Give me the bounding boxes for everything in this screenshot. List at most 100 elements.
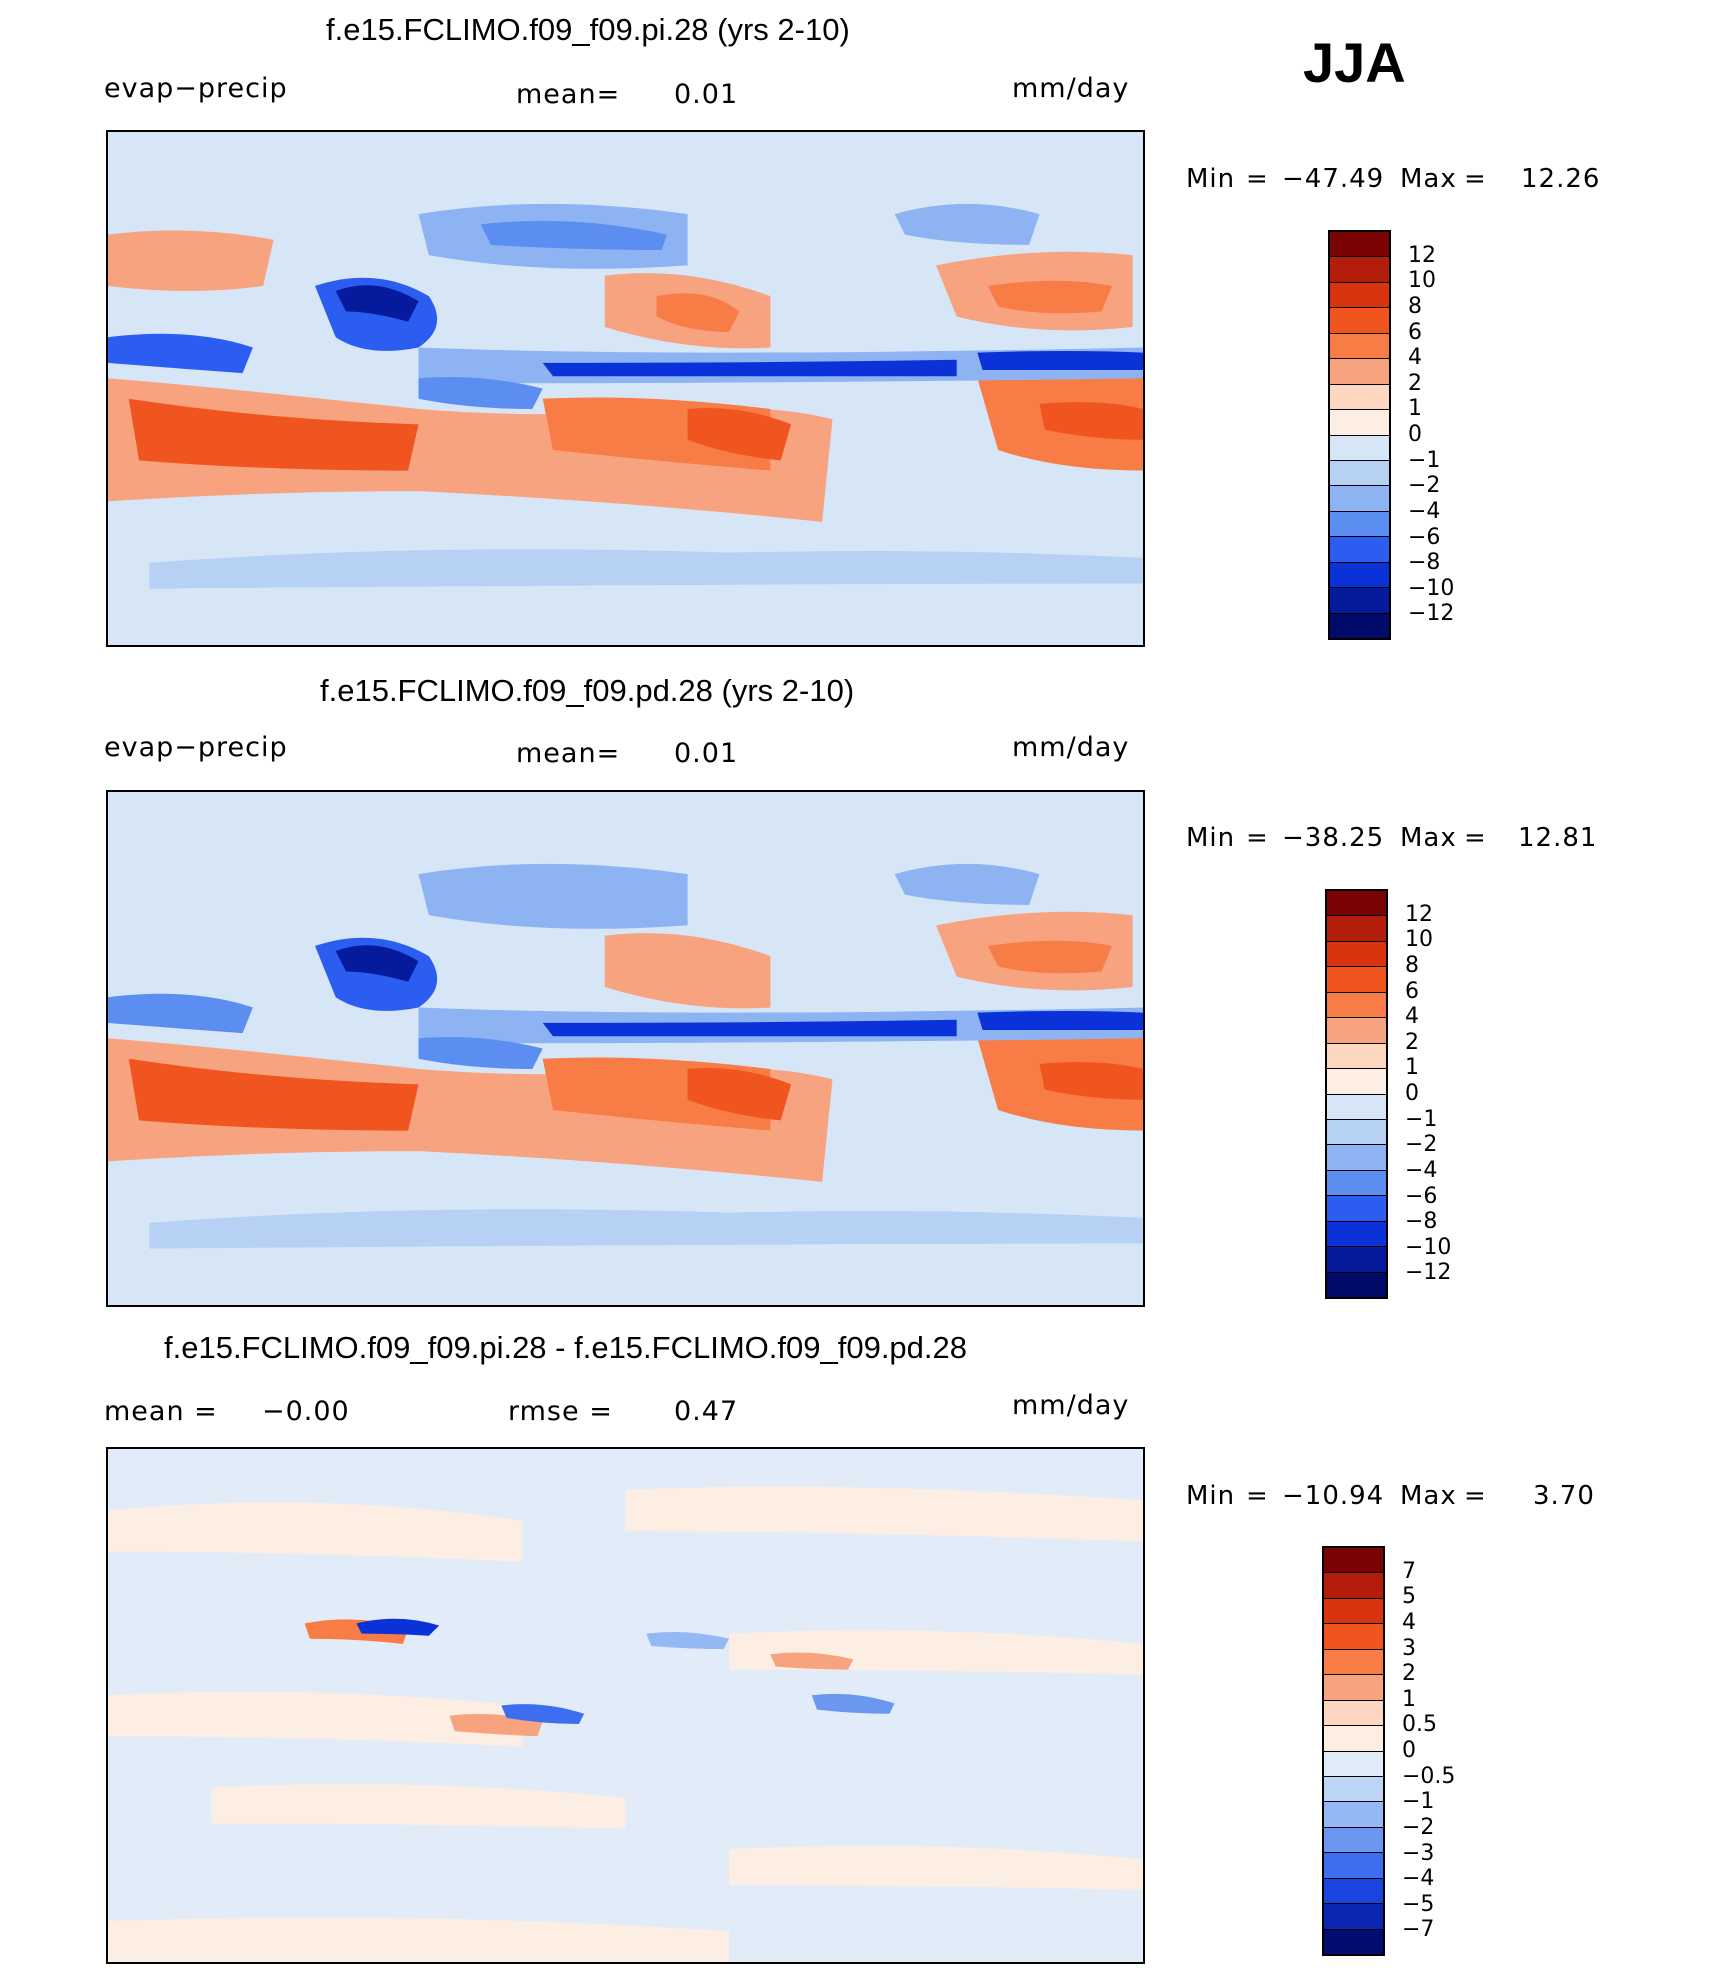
colorbar-segment: [1327, 1119, 1386, 1146]
panel-1-max-label: Max: [1400, 164, 1457, 194]
colorbar-segment: [1327, 1018, 1386, 1044]
colorbar-level-label: −6: [1408, 524, 1441, 550]
panel-1-min-eq: =: [1246, 164, 1269, 194]
panel-2-min-label: Min: [1186, 823, 1236, 853]
colorbar-segment: [1330, 410, 1389, 436]
colorbar-segment: [1324, 1929, 1383, 1954]
colorbar-segment: [1327, 1094, 1386, 1120]
colorbar-level-label: 1: [1408, 396, 1422, 422]
colorbar-segment: [1327, 1043, 1386, 1070]
panel-2-max-value: 12.81: [1518, 823, 1598, 853]
colorbar-level-label: 6: [1405, 978, 1419, 1004]
colorbar-segment: [1330, 486, 1389, 512]
panel-3-max-label: Max: [1400, 1481, 1457, 1511]
colorbar-level-label: 1: [1405, 1055, 1419, 1081]
panel-1-min-label: Min: [1186, 164, 1236, 194]
colorbar-level-label: −4: [1405, 1157, 1438, 1183]
colorbar-segment: [1327, 992, 1386, 1019]
panel-2-units: mm/day: [1012, 732, 1130, 763]
colorbar-segment: [1330, 613, 1389, 638]
colorbar-level-label: 4: [1408, 345, 1422, 371]
colorbar-segment: [1327, 941, 1386, 968]
colorbar-level-label: −1: [1405, 1106, 1438, 1132]
colorbar-segment: [1327, 1272, 1386, 1297]
panel-3-contours: [108, 1449, 1143, 1962]
colorbar-level-label: −4: [1408, 498, 1441, 524]
colorbar-segment: [1330, 511, 1389, 538]
colorbar-segment: [1324, 1675, 1383, 1701]
colorbar-segment: [1324, 1827, 1383, 1854]
colorbar-segment: [1330, 537, 1389, 563]
panel-2-map: [106, 790, 1145, 1307]
colorbar-level-label: 8: [1408, 293, 1422, 319]
panel-1-mean-label: mean=: [516, 79, 621, 110]
colorbar-segment: [1324, 1904, 1383, 1930]
colorbar-level-label: 4: [1402, 1609, 1416, 1635]
colorbar-level-label: −12: [1408, 601, 1455, 627]
colorbar-level-label: −10: [1408, 575, 1455, 601]
colorbar-segment: [1327, 1196, 1386, 1222]
panel-1-min-value: −47.49: [1282, 164, 1385, 194]
colorbar-level-label: −8: [1405, 1209, 1438, 1235]
colorbar-level-label: 0: [1405, 1081, 1419, 1106]
colorbar-segment: [1327, 916, 1386, 942]
colorbar-level-label: 7: [1402, 1558, 1416, 1584]
colorbar-segment: [1327, 1170, 1386, 1197]
panel-1-colorbar: [1328, 230, 1391, 640]
panel-2-contours: [108, 792, 1143, 1305]
panel-1-units: mm/day: [1012, 73, 1130, 104]
colorbar-level-label: −0.5: [1402, 1763, 1456, 1789]
panel-2-max-label: Max: [1400, 823, 1457, 853]
colorbar-level-label: −10: [1405, 1234, 1452, 1260]
colorbar-segment: [1330, 232, 1389, 258]
panel-3-rmse-label: rmse =: [508, 1396, 613, 1427]
panel-3-max-eq: =: [1464, 1481, 1487, 1511]
colorbar-level-label: 0: [1402, 1738, 1416, 1763]
panel-3-map: [106, 1447, 1145, 1964]
colorbar-level-label: 10: [1408, 268, 1436, 294]
colorbar-level-label: −6: [1405, 1183, 1438, 1209]
panel-1-title: f.e15.FCLIMO.f09_f09.pi.28 (yrs 2-10): [326, 12, 850, 47]
colorbar-segment: [1324, 1573, 1383, 1599]
colorbar-segment: [1330, 435, 1389, 461]
season-label: JJA: [1303, 31, 1406, 94]
colorbar-segment: [1327, 967, 1386, 993]
colorbar-level-label: −12: [1405, 1260, 1452, 1286]
colorbar-level-label: 12: [1408, 242, 1436, 268]
colorbar-level-label: 0: [1408, 422, 1422, 447]
panel-1-variable: evap−precip: [104, 73, 288, 104]
colorbar-segment: [1330, 384, 1389, 411]
colorbar-segment: [1324, 1776, 1383, 1803]
panel-3-min-value: −10.94: [1282, 1481, 1385, 1511]
colorbar-level-label: 2: [1408, 370, 1422, 396]
colorbar-level-label: −2: [1402, 1814, 1435, 1840]
colorbar-level-label: −2: [1405, 1132, 1438, 1158]
panel-2-max-eq: =: [1464, 823, 1487, 853]
panel-2-min-value: −38.25: [1282, 823, 1385, 853]
colorbar-segment: [1330, 460, 1389, 487]
colorbar-level-label: 3: [1402, 1635, 1416, 1661]
colorbar-level-label: −1: [1402, 1789, 1435, 1815]
panel-2-title: f.e15.FCLIMO.f09_f09.pd.28 (yrs 2-10): [320, 673, 855, 708]
colorbar-level-label: 6: [1408, 319, 1422, 345]
colorbar-segment: [1330, 562, 1389, 589]
colorbar-level-label: 5: [1402, 1584, 1416, 1610]
colorbar-segment: [1324, 1548, 1383, 1574]
panel-2-colorbar: [1325, 889, 1388, 1299]
colorbar-segment: [1324, 1649, 1383, 1676]
colorbar-level-label: −2: [1408, 473, 1441, 499]
colorbar-level-label: 2: [1402, 1661, 1416, 1687]
panel-3-max-value: 3.70: [1533, 1481, 1595, 1511]
panel-3-min-label: Min: [1186, 1481, 1236, 1511]
colorbar-segment: [1330, 308, 1389, 334]
colorbar-level-label: 12: [1405, 901, 1433, 927]
colorbar-segment: [1324, 1751, 1383, 1777]
colorbar-level-label: 4: [1405, 1004, 1419, 1030]
panel-2-mean-label: mean=: [516, 738, 621, 769]
colorbar-level-label: 10: [1405, 927, 1433, 953]
colorbar-segment: [1327, 1069, 1386, 1095]
colorbar-segment: [1327, 1145, 1386, 1171]
panel-1-map: [106, 130, 1145, 647]
panel-3-units: mm/day: [1012, 1390, 1130, 1421]
panel-3-rmse-value: 0.47: [674, 1396, 739, 1427]
